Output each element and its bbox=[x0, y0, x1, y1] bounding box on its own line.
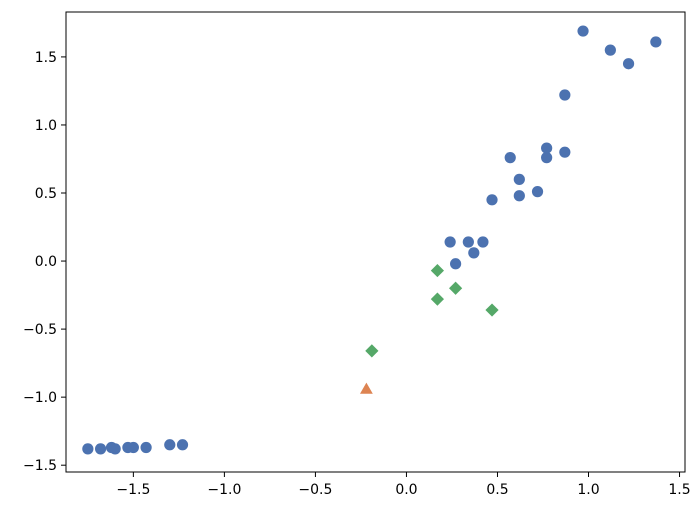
data-marks bbox=[82, 25, 662, 455]
data-point-circle bbox=[650, 36, 662, 48]
data-point-circle bbox=[531, 186, 544, 198]
data-point-circle bbox=[462, 236, 474, 248]
x-tick-label: 0.0 bbox=[395, 482, 417, 498]
data-point-circle bbox=[477, 236, 489, 248]
y-tick-label: −0.5 bbox=[23, 322, 57, 338]
y-tick-label: 0.0 bbox=[35, 254, 57, 270]
data-point-circle bbox=[541, 152, 553, 164]
data-point-circle bbox=[82, 443, 94, 455]
x-tick-label: 0.5 bbox=[486, 482, 508, 498]
data-point-circle bbox=[559, 146, 571, 158]
data-point-circle bbox=[450, 258, 462, 270]
y-tick-label: −1.0 bbox=[23, 390, 57, 406]
y-tick-label: 0.5 bbox=[35, 186, 57, 202]
x-tick-label: −0.5 bbox=[298, 482, 332, 498]
data-point-circle bbox=[577, 25, 589, 37]
data-point-circle bbox=[541, 142, 553, 154]
data-point-circle bbox=[468, 247, 480, 259]
data-point-triangle bbox=[359, 382, 373, 394]
data-point-circle bbox=[622, 58, 635, 70]
y-tick-label: 1.0 bbox=[35, 118, 57, 134]
x-tick-label: 1.5 bbox=[668, 482, 690, 498]
data-point-diamond bbox=[430, 292, 444, 306]
data-point-circle bbox=[94, 443, 107, 455]
data-point-circle bbox=[504, 152, 516, 164]
data-point-circle bbox=[604, 44, 616, 56]
data-point-circle bbox=[513, 190, 525, 202]
data-point-diamond bbox=[430, 263, 444, 278]
data-point-circle bbox=[127, 441, 139, 454]
y-tick-label: −1.5 bbox=[23, 458, 57, 474]
data-point-circle bbox=[109, 443, 121, 455]
data-point-circle bbox=[513, 173, 525, 185]
data-point-circle bbox=[486, 194, 498, 206]
data-point-diamond bbox=[365, 344, 379, 358]
data-point-circle bbox=[559, 89, 571, 101]
data-point-circle bbox=[140, 441, 152, 454]
data-point-circle bbox=[176, 439, 189, 451]
x-tick-label: −1.0 bbox=[207, 482, 241, 498]
data-point-circle bbox=[444, 236, 456, 248]
data-point-diamond bbox=[485, 303, 499, 317]
data-point-circle bbox=[164, 439, 176, 451]
data-point-diamond bbox=[449, 281, 463, 295]
plot-frame bbox=[65, 11, 686, 473]
axes: −1.5 −1.0 −0.5 0.0 0.5 1.0 1.5 −1.5 −1.0 −0.5 0.0 0… bbox=[23, 11, 691, 498]
x-tick-label: −1.5 bbox=[116, 482, 150, 498]
x-tick-label: 1.0 bbox=[577, 482, 599, 498]
y-tick-label: 1.5 bbox=[35, 50, 57, 66]
